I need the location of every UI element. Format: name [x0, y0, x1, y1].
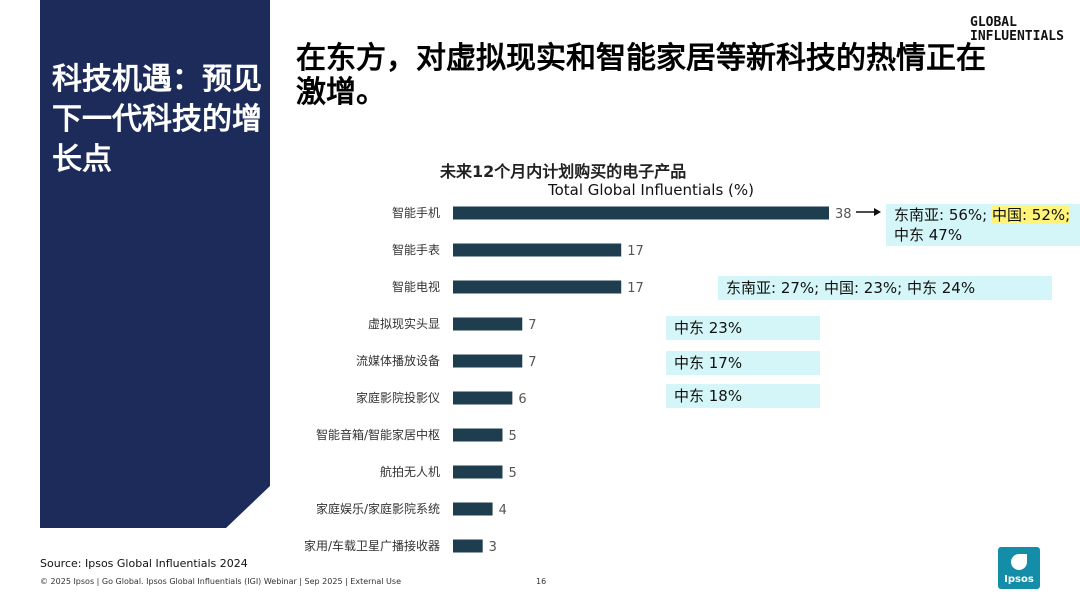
headline: 在东方，对虚拟现实和智能家居等新科技的热情正在激增。: [296, 41, 986, 110]
brand-line-1: GLOBAL: [970, 15, 1017, 30]
callout-vr: 中东 23%: [666, 316, 820, 340]
chart-subtitle: Total Global Influentials (%): [548, 181, 754, 199]
value-label-2: 17: [627, 281, 644, 296]
category-label-4: 流媒体播放设备: [356, 353, 440, 368]
callout-projector: 中东 18%: [666, 384, 820, 408]
bar-4: [453, 354, 523, 368]
category-label-8: 家庭娱乐/家庭影院系统: [316, 501, 440, 516]
brand-logo: GLOBAL INFLUENTIALS: [970, 16, 1064, 44]
value-label-7: 5: [508, 466, 516, 481]
category-label-6: 智能音箱/智能家居中枢: [316, 427, 440, 442]
value-label-3: 7: [528, 318, 536, 333]
category-label-0: 智能手机: [392, 205, 440, 220]
value-label-5: 6: [518, 392, 526, 407]
source-note: Source: Ipsos Global Influentials 2024: [40, 557, 248, 570]
value-label-9: 3: [489, 540, 497, 555]
bar-3: [453, 317, 523, 331]
category-label-9: 家用/车载卫星广播接收器: [304, 538, 440, 553]
value-label-1: 17: [627, 244, 644, 259]
side-panel: 科技机遇：预见下一代科技的增长点: [40, 0, 270, 528]
value-label-8: 4: [499, 503, 507, 518]
footer-legal: © 2025 Ipsos | Go Global. Ipsos Global I…: [40, 577, 401, 586]
bar-2: [453, 280, 622, 294]
value-label-0: 38: [835, 207, 852, 222]
callout-tv: 东南亚: 27%; 中国: 23%; 中东 24%: [718, 276, 1052, 300]
ipsos-logo: Ipsos: [998, 547, 1040, 589]
bar-1: [453, 243, 622, 257]
callout-smartphone-sea: 东南亚: 56%;: [894, 206, 992, 224]
category-label-1: 智能手表: [392, 242, 440, 257]
bar-6: [453, 428, 503, 442]
callout-smartphone: 东南亚: 56%; 中国: 52%; 中东 47%: [886, 204, 1080, 246]
ipsos-logo-mark: [1011, 554, 1027, 570]
side-title: 科技机遇：预见下一代科技的增长点: [52, 62, 262, 177]
page-number: 16: [536, 577, 547, 586]
brand-line-2: INFLUENTIALS: [970, 29, 1064, 44]
callout-tv-text: 东南亚: 27%; 中国: 23%; 中东 24%: [726, 279, 976, 297]
value-label-6: 5: [508, 429, 516, 444]
callout-vr-text: 中东 23%: [674, 319, 743, 337]
callout-arrow-head: [874, 208, 881, 216]
bar-8: [453, 502, 493, 516]
bar-7: [453, 465, 503, 479]
category-label-2: 智能电视: [392, 279, 440, 294]
bar-5: [453, 391, 513, 405]
callout-streaming: 中东 17%: [666, 351, 820, 375]
ipsos-logo-text: Ipsos: [1004, 574, 1034, 585]
bar-0: [453, 206, 829, 220]
callout-smartphone-me: 中东 47%: [894, 226, 963, 244]
chart-title: 未来12个月内计划购买的电子产品: [440, 162, 687, 181]
category-label-7: 航拍无人机: [380, 464, 440, 479]
value-label-4: 7: [528, 355, 536, 370]
callout-projector-text: 中东 18%: [674, 387, 743, 405]
callout-streaming-text: 中东 17%: [674, 354, 743, 372]
bar-9: [453, 539, 483, 553]
category-label-3: 虚拟现实头显: [368, 316, 440, 331]
category-label-5: 家庭影院投影仪: [356, 390, 440, 405]
callout-smartphone-china: 中国: 52%;: [991, 206, 1071, 224]
